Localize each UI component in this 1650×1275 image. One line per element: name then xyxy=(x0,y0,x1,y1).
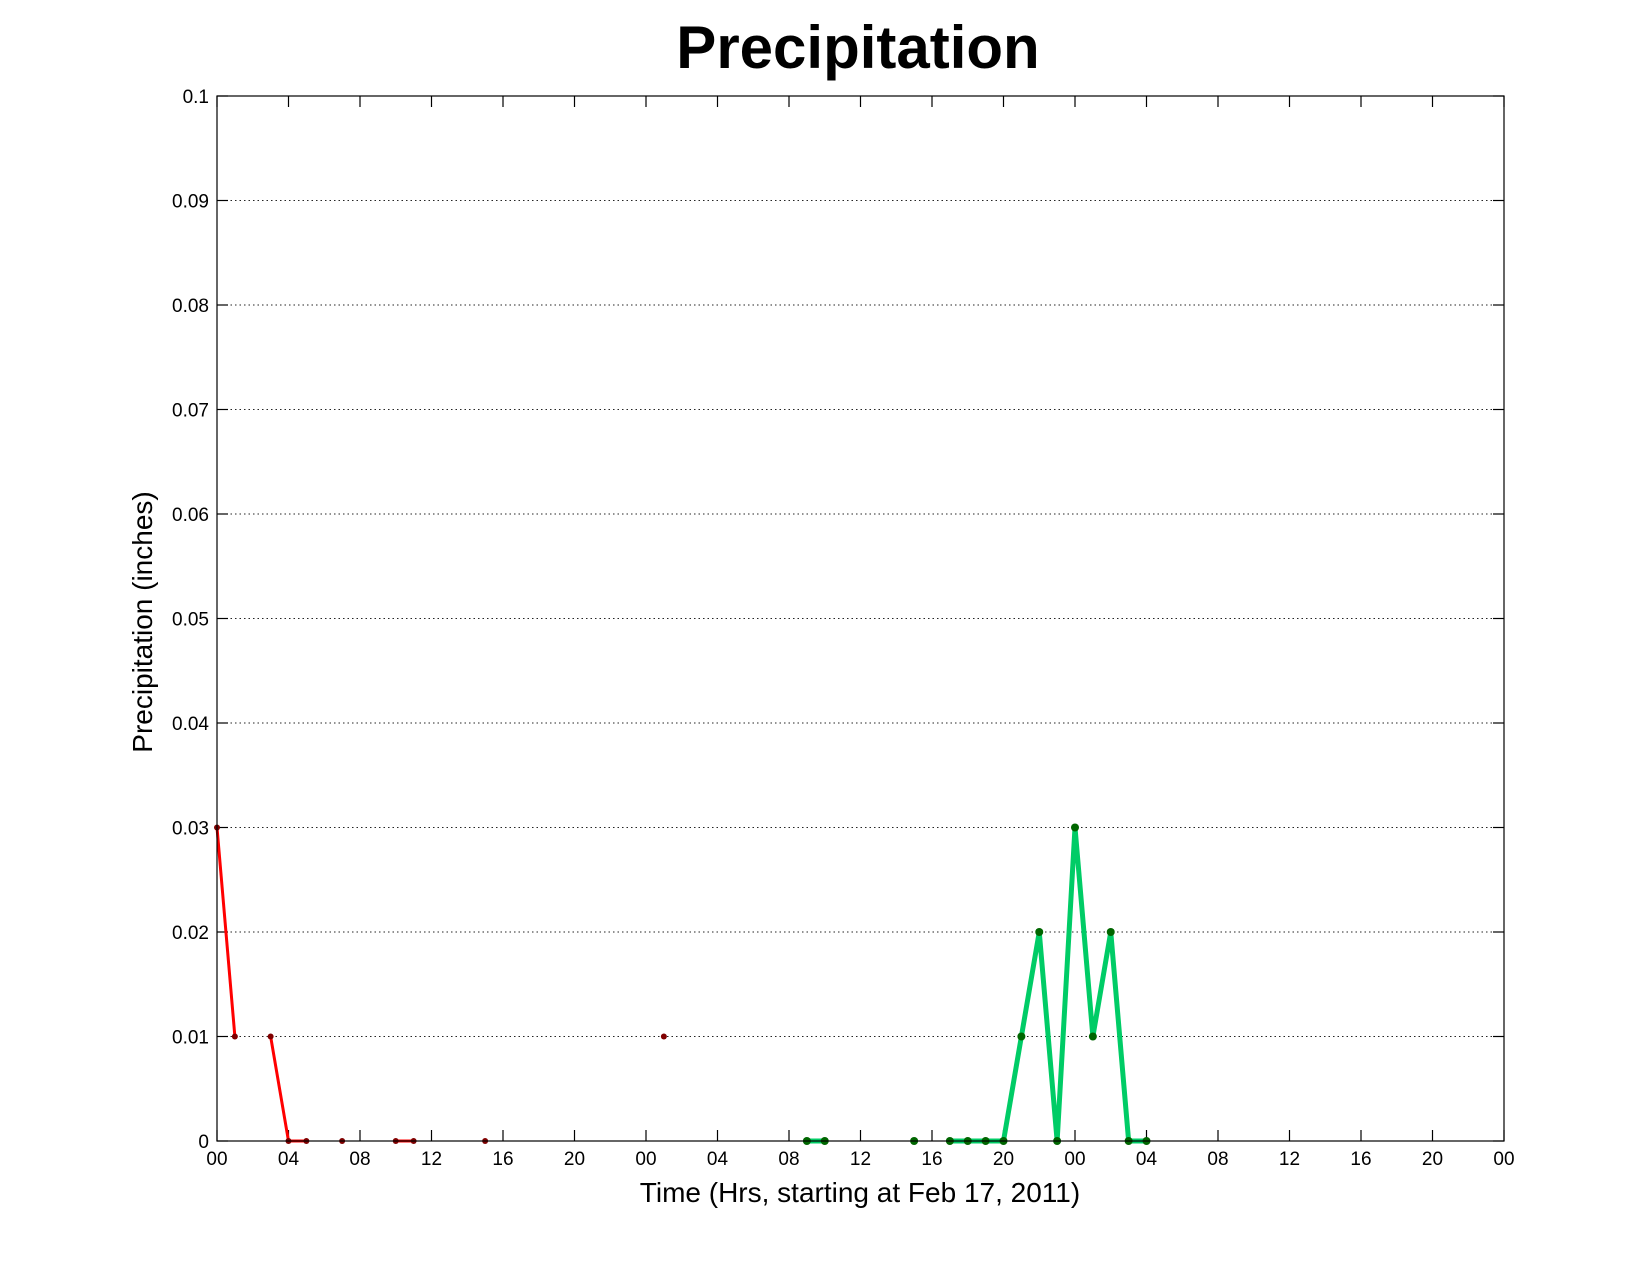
x-tick-label: 08 xyxy=(778,1149,799,1170)
series-1 xyxy=(214,824,667,1144)
x-tick-label: 20 xyxy=(1422,1149,1443,1170)
series-layer xyxy=(214,823,1151,1145)
x-tick-label: 04 xyxy=(278,1149,300,1170)
y-tick-label: 0.09 xyxy=(172,192,209,213)
y-tick-label: 0.02 xyxy=(172,923,209,944)
x-tick-label: 20 xyxy=(564,1149,585,1170)
series-line xyxy=(269,1036,307,1143)
data-point xyxy=(1088,1032,1097,1041)
x-tick-label: 04 xyxy=(1136,1149,1158,1170)
data-point xyxy=(231,1033,238,1040)
grid-layer xyxy=(217,200,1504,1037)
x-tick-label: 00 xyxy=(635,1149,656,1170)
x-tick-label: 04 xyxy=(707,1149,729,1170)
series-line xyxy=(215,827,237,1037)
x-tick-label: 12 xyxy=(1279,1149,1300,1170)
x-tick-label: 12 xyxy=(421,1149,442,1170)
y-tick-label: 0.06 xyxy=(172,505,209,526)
y-tick-label: 0.03 xyxy=(172,819,209,840)
y-tick-label: 0.05 xyxy=(172,610,209,631)
data-point xyxy=(660,1033,667,1040)
x-tick-label: 08 xyxy=(349,1149,370,1170)
series-line xyxy=(949,827,1147,1144)
y-tick-label: 0.07 xyxy=(172,401,209,422)
y-tick-label: 0.01 xyxy=(172,1028,209,1049)
y-axis-label: Precipitation (inches) xyxy=(127,491,158,752)
x-tick-label: 16 xyxy=(921,1149,942,1170)
x-tick-label: 00 xyxy=(206,1149,227,1170)
x-tick-label: 08 xyxy=(1207,1149,1228,1170)
y-tick-label: 0.08 xyxy=(172,296,209,317)
data-point xyxy=(1035,928,1044,936)
data-point xyxy=(1106,928,1115,936)
x-tick-label: 16 xyxy=(492,1149,513,1170)
y-tick-label: 0.04 xyxy=(172,714,209,735)
y-tick-label: 0 xyxy=(198,1132,209,1153)
x-axis-label: Time (Hrs, starting at Feb 17, 2011) xyxy=(640,1177,1080,1208)
data-point xyxy=(267,1033,274,1040)
tick-layer: 0 0.01 0.02 0.03 0.04 0.05 0.06 0.07 0.08 0.09 0.1… xyxy=(172,87,1515,1170)
x-tick-label: 20 xyxy=(993,1149,1014,1170)
x-tick-label: 16 xyxy=(1350,1149,1371,1170)
x-tick-label: 00 xyxy=(1064,1149,1085,1170)
plot-frame xyxy=(216,95,1505,1142)
x-tick-label: 12 xyxy=(850,1149,871,1170)
data-point xyxy=(1071,823,1079,832)
x-tick-label: 00 xyxy=(1493,1149,1514,1170)
y-tick-label: 0.1 xyxy=(183,87,209,108)
chart-title: Precipitation xyxy=(676,14,1039,81)
series-2 xyxy=(802,823,1151,1145)
data-point xyxy=(1017,1032,1026,1041)
